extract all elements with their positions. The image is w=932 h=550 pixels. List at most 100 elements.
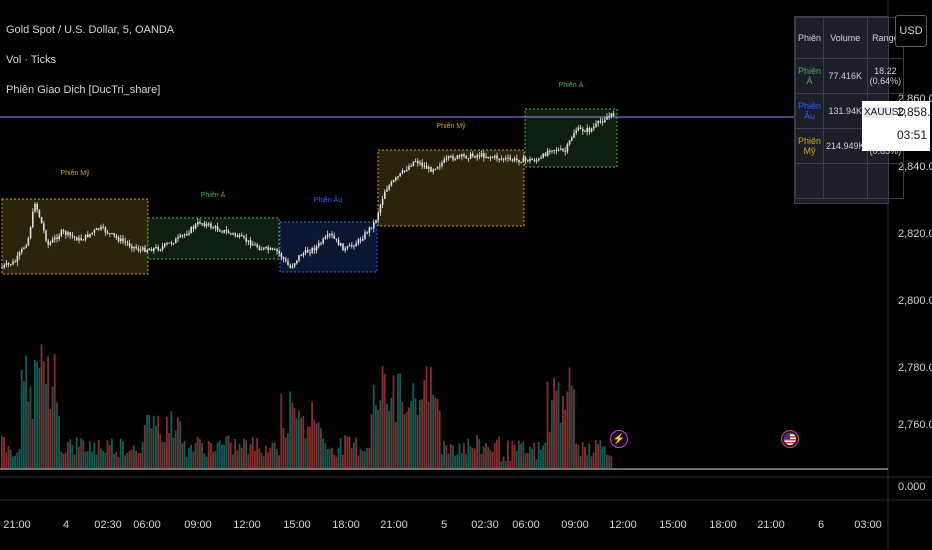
- candle-body: [285, 259, 287, 262]
- currency-button[interactable]: USD: [895, 15, 927, 47]
- candle-body: [148, 249, 151, 251]
- candle-body: [40, 217, 43, 224]
- volume-bar: [276, 449, 278, 469]
- volume-bar: [487, 447, 489, 469]
- candle-body: [287, 261, 289, 266]
- symbol-legend[interactable]: Gold Spot / U.S. Dollar, 5, OANDA: [6, 24, 175, 36]
- volume-bar: [47, 356, 49, 469]
- volume-bar: [126, 453, 129, 469]
- lightning-icon[interactable]: ⚡: [610, 430, 628, 448]
- candle-body: [335, 238, 338, 240]
- volume-bar: [16, 452, 19, 469]
- volume-bar: [91, 451, 93, 469]
- us-flag-icon[interactable]: [781, 430, 799, 448]
- volume-bar: [7, 445, 10, 469]
- session-label: Phiên Âu: [314, 195, 343, 204]
- candle-body: [421, 162, 423, 167]
- volume-bar: [251, 436, 254, 469]
- stats-range-cell: 18.22 (0.64%): [866, 58, 905, 94]
- candle-body: [82, 239, 85, 241]
- volume-bar: [86, 451, 89, 469]
- candle-body: [355, 243, 357, 247]
- candle-body: [406, 169, 408, 171]
- volume-bar: [535, 459, 538, 469]
- volume-bar: [458, 443, 461, 469]
- volume-bar: [438, 410, 441, 469]
- volume-bar: [161, 441, 164, 469]
- volume-bar: [496, 439, 498, 469]
- candle-body: [320, 243, 322, 245]
- session-box: [377, 149, 525, 227]
- candle-body: [194, 224, 197, 229]
- candle-body: [606, 117, 608, 120]
- candle-body: [381, 198, 384, 206]
- candle-body: [452, 156, 454, 160]
- candle-body: [230, 233, 232, 235]
- volume-bar: [361, 451, 364, 469]
- volume-bar: [115, 451, 118, 469]
- candle-body: [280, 253, 283, 258]
- volume-bar: [546, 381, 549, 469]
- volume-bar: [194, 442, 197, 469]
- volume-bar: [412, 383, 415, 469]
- candle-body: [373, 222, 375, 229]
- volume-bar: [568, 367, 571, 469]
- volume-legend[interactable]: Vol · Ticks: [6, 54, 57, 66]
- volume-bar: [183, 441, 186, 469]
- candle-body: [223, 229, 225, 233]
- volume-bar: [56, 402, 58, 469]
- candle-body: [43, 223, 45, 231]
- candle-body: [359, 239, 362, 241]
- volume-bar: [346, 436, 349, 469]
- candle-body: [463, 154, 465, 156]
- candle-body: [465, 155, 467, 159]
- candle-body: [494, 155, 496, 158]
- volume-bar: [328, 448, 331, 469]
- indicator-legend[interactable]: Phiên Giao Dịch [DucTri_share]: [6, 84, 161, 96]
- volume-bar: [51, 386, 54, 469]
- volume-bar: [342, 455, 344, 469]
- volume-bar: [280, 393, 283, 469]
- candle-body: [610, 113, 613, 117]
- volume-bar: [45, 383, 47, 469]
- candle-body: [516, 158, 518, 160]
- candle-body: [588, 128, 591, 132]
- volume-bar: [562, 396, 564, 469]
- candle-body: [436, 166, 439, 169]
- candle-body: [535, 160, 538, 162]
- candle-body: [172, 243, 175, 245]
- stats-session-cell: Phiên Âu: [794, 93, 825, 129]
- volume-bar: [168, 433, 170, 469]
- candle-body: [153, 248, 155, 252]
- candle-body: [142, 247, 144, 250]
- volume-bar: [203, 453, 206, 469]
- candle-body: [395, 177, 397, 181]
- volume-bar: [610, 456, 613, 469]
- candle-body: [368, 227, 371, 233]
- volume-bar: [518, 440, 520, 469]
- volume-bar: [181, 443, 184, 469]
- volume-bar: [20, 369, 23, 469]
- volume-bar: [234, 439, 236, 469]
- candle-body: [205, 223, 208, 227]
- volume-bar: [452, 445, 454, 469]
- volume-bar: [469, 446, 472, 469]
- candle-body: [551, 150, 553, 152]
- candle-body: [161, 246, 164, 250]
- candle-body: [166, 243, 168, 245]
- volume-bar: [597, 443, 599, 469]
- candle-body: [208, 223, 210, 225]
- volume-bar: [238, 443, 241, 469]
- candle-body: [529, 158, 531, 162]
- volume-bar: [579, 455, 582, 469]
- volume-bar: [232, 454, 234, 469]
- volume-bar: [108, 445, 111, 469]
- candle-body: [181, 235, 184, 237]
- candle-body: [608, 116, 610, 118]
- volume-bar: [381, 365, 384, 469]
- candle-body: [340, 243, 342, 246]
- volume-bar: [82, 440, 85, 469]
- volume-bar: [350, 447, 353, 469]
- volume-bar: [40, 344, 43, 469]
